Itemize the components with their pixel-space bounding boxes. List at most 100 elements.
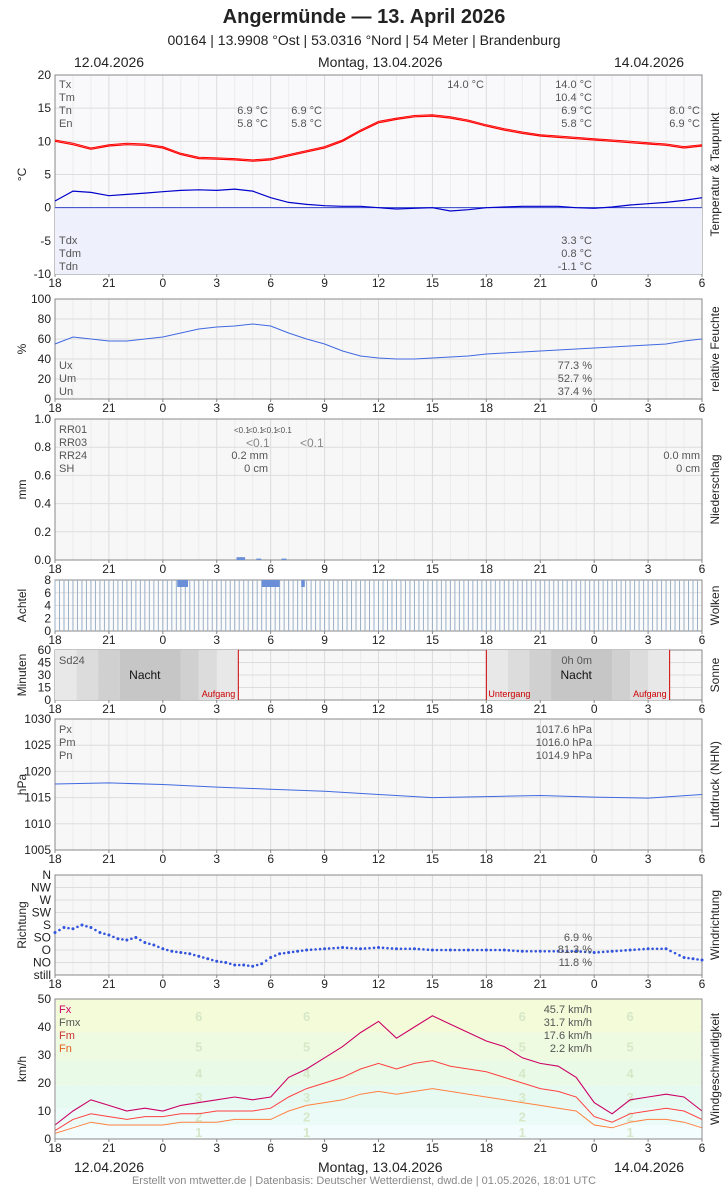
humidity-ylabel: % xyxy=(15,343,29,354)
dir-value-b: 81.3 % xyxy=(558,944,592,956)
direction-point xyxy=(323,947,326,951)
direction-point xyxy=(682,956,686,959)
beaufort-label: 3 xyxy=(195,1090,202,1105)
direction-point xyxy=(529,949,533,953)
x-tick-label: 6 xyxy=(267,633,274,647)
direction-point xyxy=(85,924,88,928)
direction-point xyxy=(278,952,281,956)
direction-point xyxy=(305,948,308,952)
direction-point xyxy=(161,947,165,951)
direction-point xyxy=(691,957,695,961)
day2-tx: 14.0 °C xyxy=(555,79,592,91)
direction-point xyxy=(192,953,196,957)
direction-point xyxy=(372,946,376,950)
beaufort-band xyxy=(56,999,701,1033)
direction-point xyxy=(255,963,259,967)
precipitation-side-label: Niederschlag xyxy=(708,454,722,524)
x-tick-label: 3 xyxy=(645,977,652,991)
direction-point xyxy=(570,949,574,953)
pressure-side-label: Luftdruck (NHN) xyxy=(708,741,722,828)
x-tick-label: 6 xyxy=(699,702,706,716)
x-tick-label: 3 xyxy=(213,401,220,415)
legend-rr01: RR01 xyxy=(59,424,87,436)
direction-point xyxy=(431,948,434,952)
night-label-2: Nacht xyxy=(561,668,593,682)
x-tick-label: 6 xyxy=(267,977,274,991)
legend-pn: Pn xyxy=(59,750,72,762)
direction-point xyxy=(112,935,115,939)
direction-point xyxy=(642,947,645,951)
beaufort-label: 5 xyxy=(519,1040,526,1055)
x-tick-label: 12 xyxy=(372,1141,386,1155)
x-tick-label: 18 xyxy=(48,852,62,866)
x-tick-label: 0 xyxy=(591,401,598,415)
beaufort-label: 2 xyxy=(626,1110,633,1125)
direction-point xyxy=(314,948,317,951)
beaufort-label: 5 xyxy=(195,1040,202,1055)
direction-point xyxy=(507,949,511,952)
beaufort-label: 2 xyxy=(519,1110,526,1125)
x-tick-label: 18 xyxy=(480,852,494,866)
direction-point xyxy=(552,949,556,953)
direction-point xyxy=(435,948,439,952)
direction-point xyxy=(467,948,470,952)
legend-tdm: Tdm xyxy=(59,248,81,260)
y-tick-label: NW xyxy=(31,881,52,895)
direction-point xyxy=(170,949,174,953)
station-info: 00164 | 13.9908 °Ost | 53.0316 °Nord | 5… xyxy=(167,32,561,48)
direction-point xyxy=(287,951,290,954)
direction-point xyxy=(592,951,596,954)
night-shade xyxy=(551,650,613,700)
legend-tm: Tm xyxy=(59,92,75,104)
x-tick-label: 0 xyxy=(159,633,166,647)
y-tick-label: 30 xyxy=(38,1048,52,1062)
rr01-value: <0.1 xyxy=(248,426,264,435)
y-tick-label: SW xyxy=(32,906,52,920)
direction-point xyxy=(215,959,219,963)
direction-point xyxy=(678,954,681,957)
legend-fm: Fm xyxy=(59,1030,75,1042)
direction-point xyxy=(368,946,371,950)
temperature-side-label: Temperatur & Taupunkt xyxy=(708,112,722,237)
y-tick-label: 50 xyxy=(38,992,52,1006)
y-tick-label: -5 xyxy=(40,234,51,248)
wind_speed-side-label: Windgeschwindigkeit xyxy=(708,1012,722,1125)
x-tick-label: 0 xyxy=(591,1141,598,1155)
direction-point xyxy=(700,958,704,962)
wind_speed-ylabel: km/h xyxy=(15,1056,29,1082)
direction-point xyxy=(655,947,659,951)
x-tick-label: 6 xyxy=(267,1141,274,1155)
y-tick-label: 0 xyxy=(44,201,51,215)
direction-point xyxy=(291,950,295,954)
x-tick-label: 21 xyxy=(534,276,548,290)
humidity-line xyxy=(54,323,703,360)
beaufort-label: 2 xyxy=(195,1110,202,1125)
direction-point xyxy=(148,942,151,946)
direction-point xyxy=(453,948,457,952)
precip-marker xyxy=(177,580,188,587)
x-tick-label: 12 xyxy=(372,401,386,415)
direction-point xyxy=(426,948,430,951)
x-tick-label: 9 xyxy=(321,276,328,290)
y-tick-label: 0 xyxy=(44,1132,51,1146)
night-label-1: Nacht xyxy=(129,668,161,682)
value-pm: 1016.0 hPa xyxy=(536,737,593,749)
beaufort-label: 5 xyxy=(303,1040,310,1055)
y-tick-label: NO xyxy=(33,956,51,970)
x-tick-label: 6 xyxy=(267,702,274,716)
direction-point xyxy=(166,948,169,952)
direction-point xyxy=(561,949,565,953)
footer-credit: Erstellt von mtwetter.de | Datenbasis: D… xyxy=(131,1175,597,1187)
direction-point xyxy=(696,958,699,961)
day2-tdx: 3.3 °C xyxy=(561,235,592,247)
beaufort-band xyxy=(56,1085,701,1109)
direction-point xyxy=(332,946,335,950)
direction-point xyxy=(377,946,380,949)
x-tick-label: 9 xyxy=(321,562,328,576)
x-tick-label: 21 xyxy=(534,401,548,415)
direction-point xyxy=(350,946,353,950)
direction-point xyxy=(637,948,641,951)
direction-point xyxy=(574,949,578,953)
sunset-label: Untergang xyxy=(488,689,530,699)
x-tick-label: 15 xyxy=(426,852,440,866)
